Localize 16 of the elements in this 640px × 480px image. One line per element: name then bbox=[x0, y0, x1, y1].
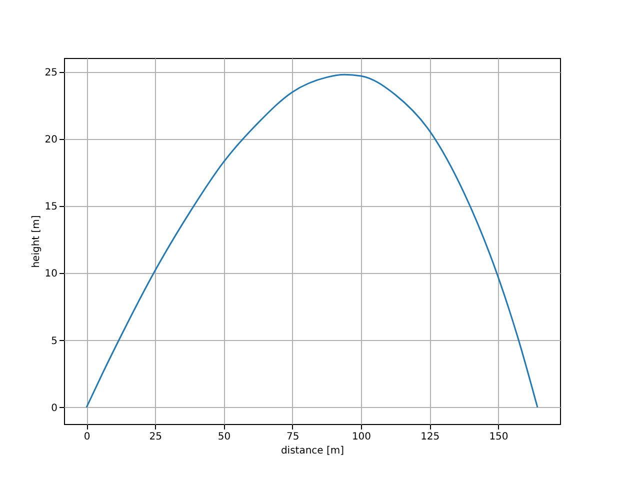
x-tick-label: 75 bbox=[286, 432, 300, 442]
x-tick-label: 0 bbox=[84, 432, 90, 442]
y-tick-label: 25 bbox=[44, 67, 58, 78]
y-tick-label: 15 bbox=[44, 202, 58, 213]
x-tick-label: 150 bbox=[489, 432, 508, 442]
y-tick-label: 5 bbox=[51, 336, 58, 347]
y-tick-label: 10 bbox=[44, 268, 58, 280]
line-series bbox=[86, 74, 538, 408]
x-tick-label: 25 bbox=[149, 432, 162, 442]
y-axis-title: height [m] bbox=[30, 215, 42, 268]
y-tick-label: 0 bbox=[51, 402, 58, 414]
y-tick-label: 20 bbox=[44, 134, 58, 146]
x-axis-title: distance [m] bbox=[280, 446, 344, 456]
x-tick-label: 100 bbox=[352, 432, 372, 442]
x-tick-label: 50 bbox=[218, 432, 231, 442]
x-tick-label: 125 bbox=[420, 432, 440, 442]
